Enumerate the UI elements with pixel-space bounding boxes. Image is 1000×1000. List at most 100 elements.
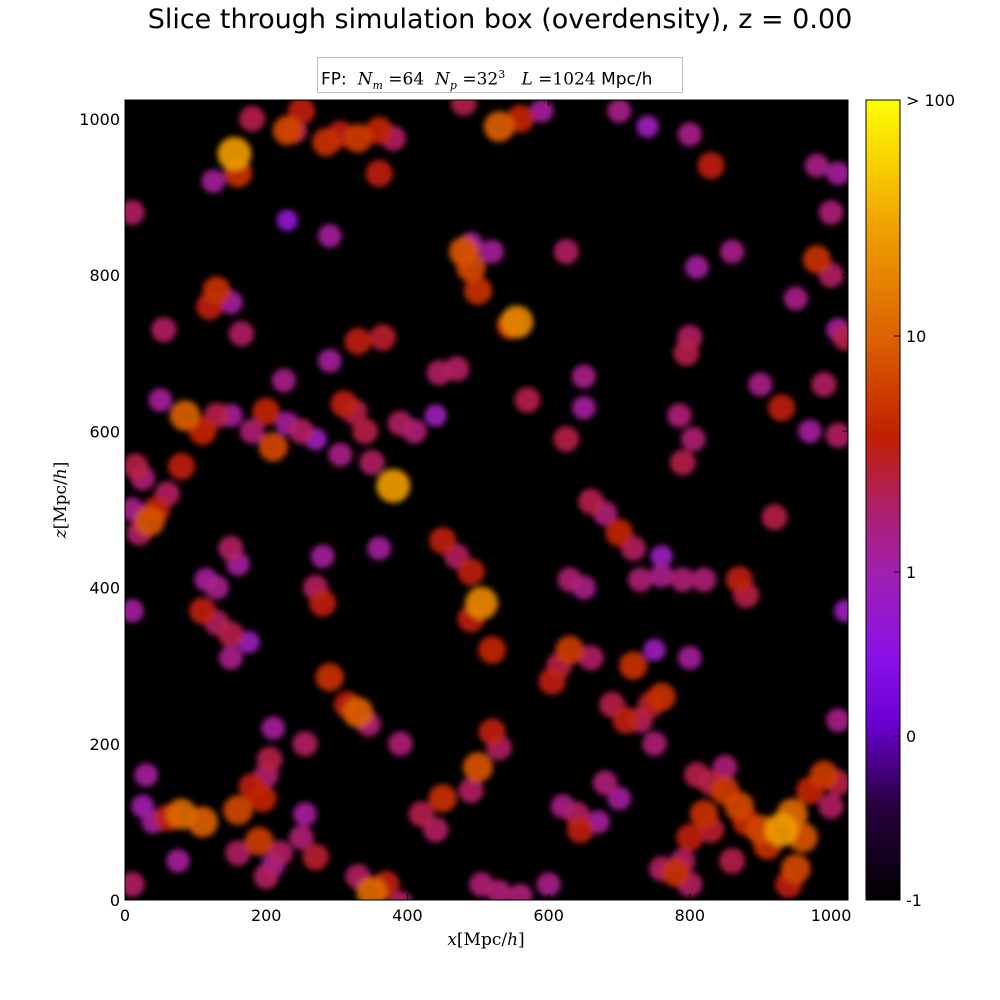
- density-clump: [223, 795, 253, 825]
- density-clump: [571, 364, 596, 389]
- density-clump: [288, 418, 315, 444]
- density-clump: [289, 825, 314, 850]
- y-tick-label: 1000: [79, 110, 120, 129]
- density-clump: [578, 488, 604, 515]
- x-tick-label: 600: [533, 906, 564, 925]
- density-clump: [342, 697, 374, 728]
- density-clump: [125, 871, 145, 897]
- y-tick-label: 0: [110, 891, 120, 910]
- density-clump: [677, 122, 702, 147]
- density-clump: [201, 169, 226, 194]
- legend-l-symbol: L: [521, 69, 533, 90]
- density-clump: [697, 152, 725, 180]
- density-clump: [166, 849, 190, 873]
- density-clump: [811, 371, 837, 397]
- density-clump: [783, 286, 808, 311]
- density-clump: [428, 784, 457, 813]
- x-axis-unit: [Mpc/: [457, 930, 507, 950]
- density-clump: [508, 883, 533, 900]
- density-clump: [202, 276, 231, 305]
- density-clump: [818, 200, 844, 225]
- x-tick-label: 0: [120, 906, 130, 925]
- density-clump: [125, 199, 145, 226]
- legend-nm-value: =64: [388, 69, 425, 90]
- density-clump: [328, 442, 353, 467]
- density-clump: [578, 645, 604, 671]
- density-clump: [168, 452, 195, 480]
- density-clump: [667, 403, 692, 428]
- density-clump: [607, 786, 631, 811]
- x-tick-label: 400: [392, 906, 423, 925]
- x-axis-close: ]: [518, 930, 525, 950]
- legend-box: FP: Nm =64 Np =323 L =1024 Mpc/h: [317, 57, 683, 93]
- density-clump: [267, 840, 293, 866]
- density-clump: [685, 255, 709, 279]
- density-clump: [809, 760, 839, 790]
- density-clump: [448, 236, 479, 267]
- y-axis-label: z[Mpc/h]: [51, 462, 71, 540]
- density-clump: [678, 646, 702, 670]
- x-tick-label: 200: [251, 906, 282, 925]
- density-clump: [252, 397, 280, 426]
- density-clump: [725, 566, 753, 594]
- colorbar-tick-label: 1: [906, 563, 916, 582]
- density-clump: [647, 682, 676, 712]
- density-clump: [689, 800, 719, 829]
- density-clump: [607, 100, 632, 123]
- density-clump: [359, 449, 385, 476]
- density-clump: [681, 426, 706, 452]
- legend-l-value: =1024: [538, 69, 596, 90]
- density-clump: [365, 159, 393, 187]
- density-clump: [315, 663, 344, 692]
- legend-nm-sub: m: [372, 79, 383, 93]
- density-clump: [724, 791, 754, 821]
- legend-np-sub: p: [449, 79, 457, 93]
- density-clump: [643, 638, 666, 662]
- y-tick-label: 800: [89, 266, 120, 285]
- density-clump: [457, 558, 485, 586]
- colorbar-tick-label: 10: [906, 327, 926, 346]
- density-clump: [480, 239, 504, 264]
- density-clump: [302, 843, 329, 871]
- density-clump: [661, 858, 690, 887]
- density-clump: [318, 349, 342, 373]
- density-clump: [673, 340, 700, 366]
- density-clump: [343, 123, 373, 153]
- density-clump: [356, 876, 388, 900]
- colorbar-gradient: [865, 99, 901, 901]
- density-clump: [463, 752, 493, 783]
- density-clump: [151, 317, 177, 343]
- density-clump: [834, 599, 848, 623]
- plot-background: [125, 100, 848, 900]
- density-clump: [557, 567, 583, 592]
- density-clump: [825, 422, 848, 448]
- density-clump: [258, 432, 288, 462]
- x-tick-label: 1000: [811, 906, 852, 925]
- density-clump: [217, 136, 252, 171]
- density-clump: [218, 535, 244, 562]
- x-tick-label: 800: [675, 906, 706, 925]
- density-clump: [134, 506, 165, 537]
- density-clump: [369, 324, 396, 351]
- density-clump: [804, 153, 829, 178]
- density-clump: [271, 368, 296, 393]
- density-clump: [650, 545, 673, 568]
- density-clump: [529, 100, 554, 123]
- density-clump: [628, 567, 653, 592]
- density-clump: [463, 276, 493, 305]
- density-clump: [478, 636, 506, 664]
- density-clump: [781, 854, 811, 884]
- legend-nm-symbol: N: [357, 69, 373, 90]
- density-clump: [676, 824, 704, 851]
- density-clump: [228, 321, 255, 347]
- legend-l-unit: Mpc/h: [601, 69, 653, 90]
- density-clump: [424, 404, 447, 427]
- density-clump: [465, 586, 498, 620]
- density-clump: [802, 245, 832, 274]
- density-clump: [330, 390, 358, 418]
- density-clump: [761, 504, 788, 531]
- density-clump: [253, 864, 279, 890]
- density-clump: [720, 239, 745, 264]
- density-clump: [538, 667, 566, 695]
